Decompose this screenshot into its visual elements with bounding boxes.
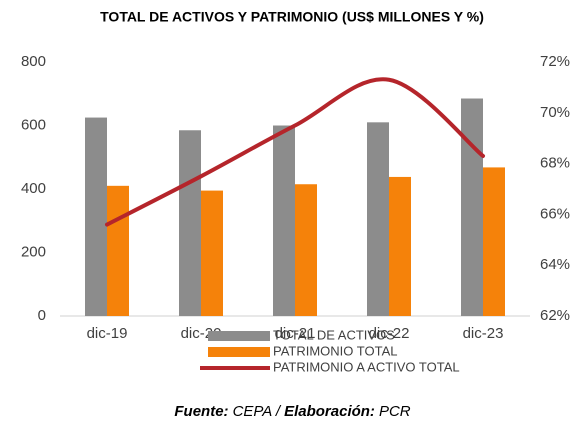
source-note: Fuente: CEPA / Elaboración: PCR bbox=[0, 403, 585, 420]
y-tick-label: 0 bbox=[38, 307, 46, 324]
bar bbox=[461, 98, 483, 316]
bar bbox=[107, 185, 129, 316]
x-tick-label: dic-22 bbox=[369, 325, 410, 342]
bar bbox=[85, 117, 107, 316]
y2-tick-label: 68% bbox=[540, 155, 570, 172]
bar bbox=[273, 125, 295, 316]
source-label: Elaboración: bbox=[284, 403, 375, 420]
legend-label: PATRIMONIO TOTAL bbox=[273, 343, 397, 358]
legend-swatch bbox=[208, 347, 270, 357]
bar bbox=[295, 184, 317, 316]
bar bbox=[179, 130, 201, 316]
legend-label: PATRIMONIO A ACTIVO TOTAL bbox=[273, 359, 460, 374]
source-text: CEPA / bbox=[232, 403, 281, 420]
x-tick-label: dic-21 bbox=[275, 325, 316, 342]
chart: TOTAL DE ACTIVOS Y PATRIMONIO (US$ MILLO… bbox=[21, 9, 570, 375]
bar bbox=[483, 167, 505, 316]
source-text: PCR bbox=[378, 403, 411, 420]
x-tick-label: dic-19 bbox=[87, 325, 128, 342]
line-series bbox=[105, 77, 485, 227]
chart-title: TOTAL DE ACTIVOS Y PATRIMONIO (US$ MILLO… bbox=[100, 9, 484, 25]
bar bbox=[389, 176, 411, 316]
bar bbox=[201, 190, 223, 316]
y2-tick-label: 62% bbox=[540, 307, 570, 324]
bar bbox=[367, 122, 389, 316]
y2-tick-label: 70% bbox=[540, 104, 570, 121]
y-tick-label: 800 bbox=[21, 53, 46, 70]
x-tick-label: dic-23 bbox=[463, 325, 504, 342]
legend-label: TOTAL DE ACTIVOS bbox=[273, 327, 395, 342]
y2-tick-label: 66% bbox=[540, 205, 570, 222]
y-tick-label: 400 bbox=[21, 180, 46, 197]
y-tick-label: 600 bbox=[21, 116, 46, 133]
legend-swatch bbox=[208, 331, 270, 341]
y2-tick-label: 64% bbox=[540, 256, 570, 273]
y2-tick-label: 72% bbox=[540, 53, 570, 70]
source-label: Fuente: bbox=[174, 403, 229, 420]
y-tick-label: 200 bbox=[21, 243, 46, 260]
